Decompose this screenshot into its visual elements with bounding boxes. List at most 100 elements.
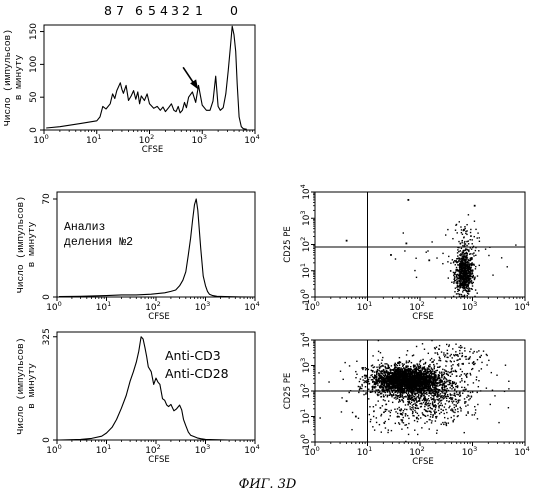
dot_mid-point <box>456 224 457 225</box>
dot_bot-point <box>464 389 465 390</box>
dot_bot-point <box>433 389 434 390</box>
dot_bot-point <box>508 388 509 389</box>
dot_bot-point <box>413 371 414 372</box>
dot_bot-point <box>389 393 390 394</box>
dot_bot-point <box>440 409 441 410</box>
dot_bot-point <box>465 359 466 360</box>
dot_mid-point <box>455 272 456 273</box>
dot_bot-point <box>391 376 392 377</box>
dot_bot-point <box>408 386 409 387</box>
dot_bot-point <box>398 370 399 371</box>
dot_bot-point <box>400 374 401 375</box>
dot_bot-point <box>470 392 471 393</box>
dot_bot-point <box>378 392 379 393</box>
dot_mid-point <box>462 282 463 283</box>
dot_mid-point <box>465 248 466 249</box>
dot_bot-point <box>418 389 419 390</box>
dot_bot-point <box>389 386 390 387</box>
dot_bot-point <box>369 383 370 384</box>
dot_mid-point <box>469 253 470 254</box>
dot_bot-point <box>433 396 434 397</box>
dot_bot-point <box>430 393 431 394</box>
dot_mid-ytick-label: 104 <box>299 184 312 200</box>
dot_bot-point <box>349 365 350 366</box>
dot_bot-point <box>470 356 471 357</box>
dot_bot-point <box>386 378 387 379</box>
dot_bot-point <box>427 408 428 409</box>
dot_bot-panel: 100101102103104CFSE100101102103104CD25 P… <box>283 332 530 467</box>
dot_bot-point <box>429 403 430 404</box>
generation-label: 5 <box>148 3 156 18</box>
dot_bot-point <box>402 421 403 422</box>
dot_bot-point <box>407 394 408 395</box>
dot_mid-point <box>464 281 465 282</box>
dot_bot-point <box>372 355 373 356</box>
dot_bot-point <box>358 386 359 387</box>
dot_bot-point <box>359 381 360 382</box>
dot_bot-point <box>418 418 419 419</box>
dot_bot-point <box>384 386 385 387</box>
dot_bot-point <box>378 370 379 371</box>
dot_mid-point <box>475 268 476 269</box>
dot_bot-point <box>460 369 461 370</box>
dot_bot-point <box>372 387 373 388</box>
dot_mid-point <box>457 252 458 253</box>
dot_bot-point <box>395 367 396 368</box>
dot_bot-point <box>438 403 439 404</box>
dot_mid-point <box>465 256 466 257</box>
dot_bot-point <box>505 365 506 366</box>
dot_bot-point <box>388 366 389 367</box>
dot_mid-point <box>461 273 462 274</box>
dot_bot-point <box>378 340 379 341</box>
dot_bot-point <box>414 365 415 366</box>
dot_bot-xtick-label: 103 <box>462 445 478 458</box>
dot_mid-point <box>470 278 471 279</box>
dot_bot-point <box>441 400 442 401</box>
dot_bot-point <box>426 380 427 381</box>
dot_mid-point <box>457 281 458 282</box>
dot_bot-point <box>449 398 450 399</box>
dot_bot-point <box>405 376 406 377</box>
dot_bot-point <box>456 401 457 402</box>
dot_bot-point <box>450 394 451 395</box>
dot_mid-point <box>462 278 463 279</box>
dot_bot-point <box>406 367 407 368</box>
dot_bot-point <box>446 344 447 345</box>
dot_bot-point <box>449 381 450 382</box>
dot_bot-point <box>414 380 415 381</box>
dot_bot-point <box>424 396 425 397</box>
dot_bot-point <box>412 408 413 409</box>
dot_bot-point <box>394 365 395 366</box>
dot_bot-point <box>425 378 426 379</box>
dot_bot-point <box>422 400 423 401</box>
dot_bot-point <box>433 364 434 365</box>
dot_bot-point <box>457 416 458 417</box>
dot_mid-point <box>461 229 462 230</box>
dot_bot-point <box>420 417 421 418</box>
dot_bot-point <box>411 409 412 410</box>
dot_bot-point <box>457 408 458 409</box>
dot_mid-point <box>459 261 460 262</box>
dot_bot-point <box>440 397 441 398</box>
dot_bot-point <box>460 407 461 408</box>
dot_mid-point <box>415 258 416 259</box>
dot_bot-point <box>390 415 391 416</box>
dot_mid-point <box>453 281 454 282</box>
dot_mid-point <box>404 250 405 251</box>
dot_bot-point <box>430 397 431 398</box>
dot_mid-point <box>403 232 404 233</box>
dot_bot-point <box>422 414 423 415</box>
dot_bot-point <box>432 404 433 405</box>
dot_bot-point <box>417 364 418 365</box>
dot_bot-point <box>394 373 395 374</box>
dot_mid-point <box>463 296 464 297</box>
dot_bot-point <box>404 386 405 387</box>
dot_bot-point <box>436 399 437 400</box>
dot_bot-point <box>450 380 451 381</box>
dot_bot-point <box>452 348 453 349</box>
dot_bot-point <box>452 381 453 382</box>
generation-label: 3 <box>171 3 179 18</box>
dot_bot-point <box>416 387 417 388</box>
dot_bot-point <box>423 371 424 372</box>
dot_bot-point <box>416 418 417 419</box>
